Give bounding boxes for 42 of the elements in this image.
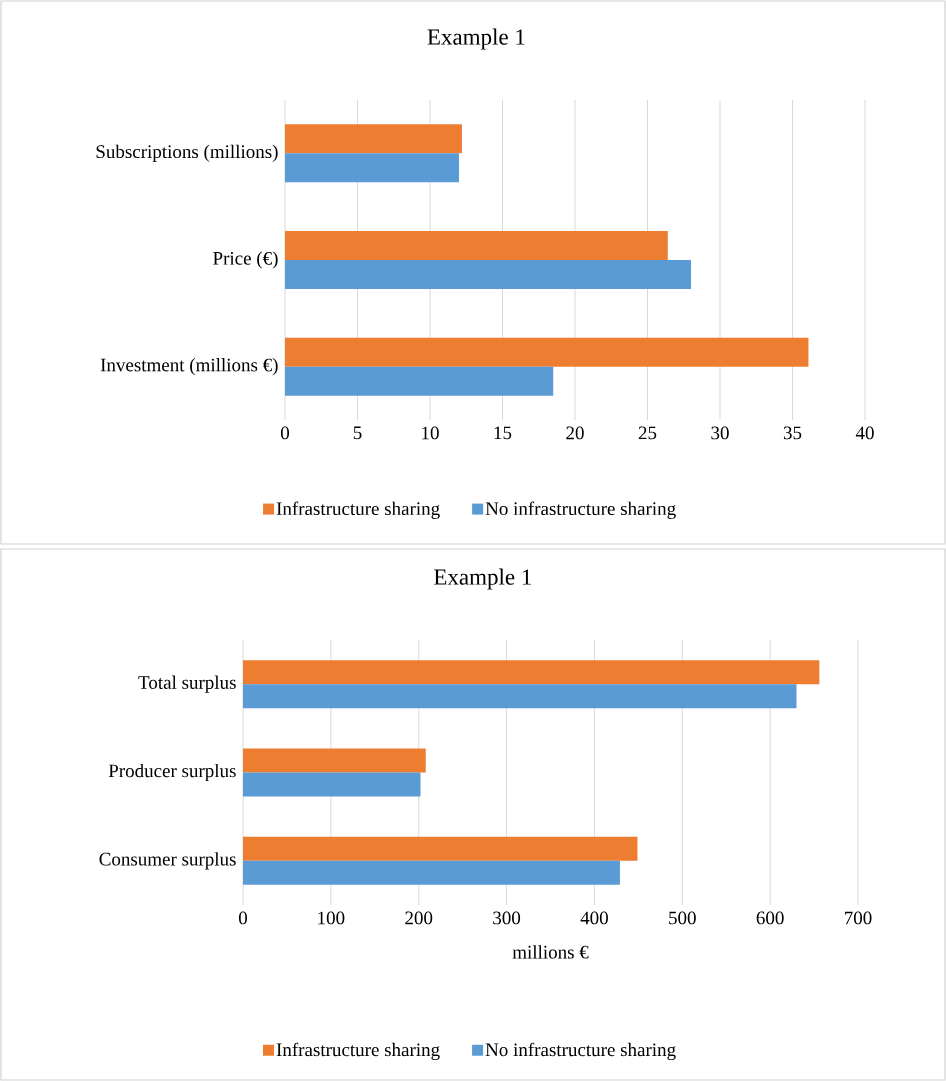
x-tick-label: 25	[638, 426, 657, 440]
bar	[285, 230, 668, 260]
bar	[243, 748, 426, 773]
legend-label: Infrastructure sharing	[276, 1042, 440, 1061]
x-tick-label: 20	[566, 426, 584, 440]
x-tick-label: 300	[493, 911, 521, 925]
legend-label: No infrastructure sharing	[485, 501, 676, 519]
x-tick-label: 700	[845, 911, 872, 925]
x-tick-label: 600	[756, 911, 784, 925]
legend-label: Infrastructure sharing	[276, 501, 440, 519]
y-tick-label: Investment (millions €)	[100, 358, 278, 376]
bar	[243, 772, 421, 797]
bar	[285, 259, 691, 289]
x-tick-label: 200	[405, 911, 433, 925]
bar	[285, 337, 809, 367]
x-tick-label: 15	[494, 426, 512, 440]
x-tick-label: 0	[238, 911, 248, 925]
bar	[285, 124, 462, 154]
x-tick-label: 40	[855, 426, 874, 440]
chart-title: Example 1	[434, 568, 531, 590]
bar	[243, 684, 797, 709]
x-tick-label: 0	[280, 426, 290, 440]
chart-title: Example 1	[427, 28, 525, 50]
bar	[243, 836, 638, 861]
x-tick-label: 500	[669, 911, 696, 925]
bar	[285, 366, 554, 396]
y-tick-label: Total surplus	[138, 675, 236, 693]
x-tick-label: 35	[783, 426, 802, 440]
y-tick-label: Subscriptions (millions)	[96, 144, 278, 162]
bar	[243, 660, 820, 685]
y-tick-label: Consumer surplus	[99, 852, 236, 870]
x-tick-label: 400	[580, 911, 608, 925]
y-tick-label: Producer surplus	[108, 763, 236, 782]
x-tick-label: 10	[422, 426, 439, 440]
x-tick-label: 5	[353, 426, 362, 440]
x-tick-label: 100	[318, 911, 345, 925]
bar	[285, 153, 459, 183]
x-tick-label: 30	[711, 426, 729, 440]
y-tick-label: Price (€)	[213, 251, 278, 269]
legend-label: No infrastructure sharing	[485, 1042, 676, 1061]
x-axis-title: millions €	[512, 945, 589, 959]
bar	[243, 860, 620, 885]
